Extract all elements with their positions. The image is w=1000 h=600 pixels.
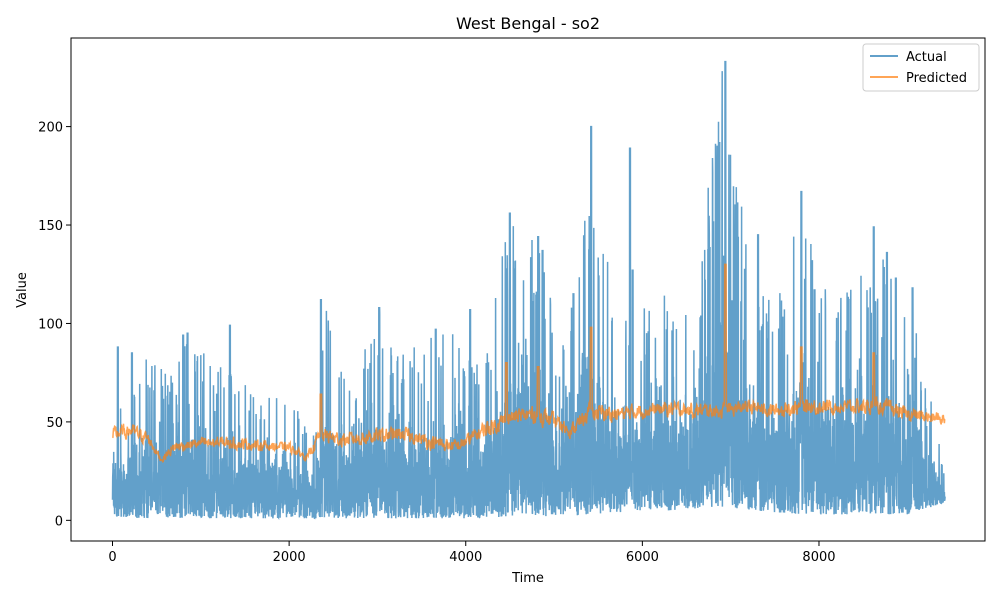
y-tick-label: 100: [38, 317, 63, 332]
y-axis: 0 50 100 150 200: [38, 121, 71, 529]
y-tick-label: 200: [38, 121, 63, 136]
y-axis-label: Value: [15, 272, 30, 308]
legend: Actual Predicted: [862, 43, 980, 92]
x-tick-label: 8000: [802, 550, 835, 565]
series-line-predicted: [111, 263, 946, 464]
series-line-actual: [111, 60, 946, 521]
y-tick-label: 0: [55, 514, 63, 529]
x-axis: 0 2000 4000 6000 8000: [108, 541, 836, 565]
x-tick-label: 2000: [273, 550, 306, 565]
y-tick-label: 150: [38, 219, 63, 234]
legend-label-actual: Actual: [906, 50, 947, 65]
series-layer: [111, 60, 946, 521]
y-tick-label: 50: [46, 416, 63, 431]
x-tick-label: 0: [108, 550, 116, 565]
legend-label-predicted: Predicted: [906, 71, 967, 86]
x-tick-label: 4000: [449, 550, 482, 565]
plot-frame: [70, 37, 986, 542]
chart-title: West Bengal - so2: [456, 14, 600, 33]
x-axis-label: Time: [511, 571, 544, 586]
x-tick-label: 6000: [626, 550, 659, 565]
